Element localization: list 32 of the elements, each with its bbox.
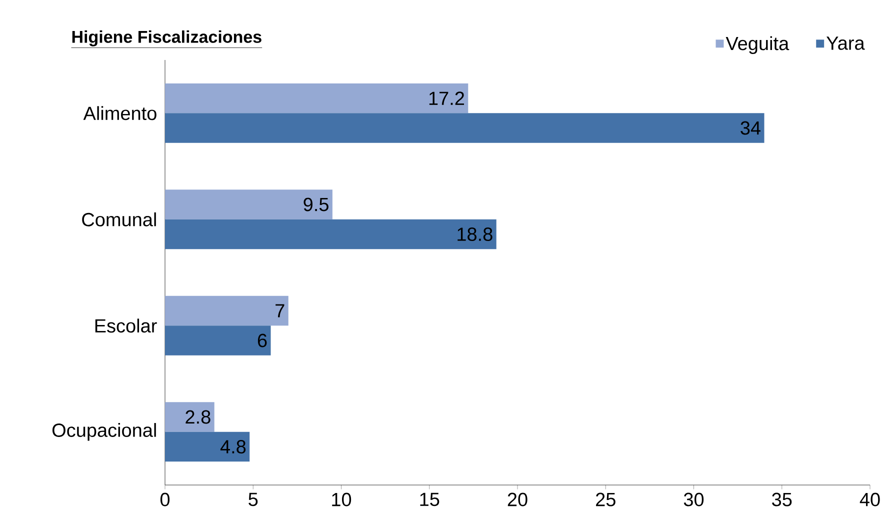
bar [165, 219, 496, 250]
y-tick-label: Comunal [82, 212, 156, 226]
x-tick-label: 35 [772, 492, 792, 506]
bar [165, 113, 764, 143]
data-label: 17.2 [429, 92, 464, 105]
bar [165, 402, 214, 432]
legend-label: Veguita [726, 36, 790, 54]
legend-label: Yara [826, 36, 865, 50]
y-tick-label: Alimento [83, 106, 156, 120]
bar [165, 190, 332, 220]
data-label: 18.8 [458, 228, 492, 241]
x-tick-label: 30 [684, 492, 704, 506]
x-tick-label: 40 [860, 492, 880, 506]
bar [165, 326, 271, 356]
bar [165, 83, 468, 114]
x-tick-label: 15 [420, 492, 440, 506]
x-tick-label: 20 [508, 492, 528, 506]
x-tick-label: 25 [596, 492, 616, 506]
x-tick-label: 5 [248, 492, 258, 506]
chart-title: Higiene Fiscalizaciones [72, 30, 262, 46]
data-label: 7 [276, 304, 284, 318]
y-tick-label: Ocupacional [52, 423, 156, 441]
x-tick-label: 0 [160, 492, 170, 506]
data-label: 9.5 [304, 198, 328, 212]
data-label: 2.8 [186, 410, 210, 424]
data-label: 6 [258, 334, 267, 348]
x-tick-label: 10 [332, 492, 352, 506]
data-label: 4.8 [220, 440, 246, 454]
y-tick-label: Escolar [95, 318, 157, 333]
bar [165, 296, 288, 326]
data-label: 34 [740, 121, 760, 135]
bar [165, 432, 250, 462]
